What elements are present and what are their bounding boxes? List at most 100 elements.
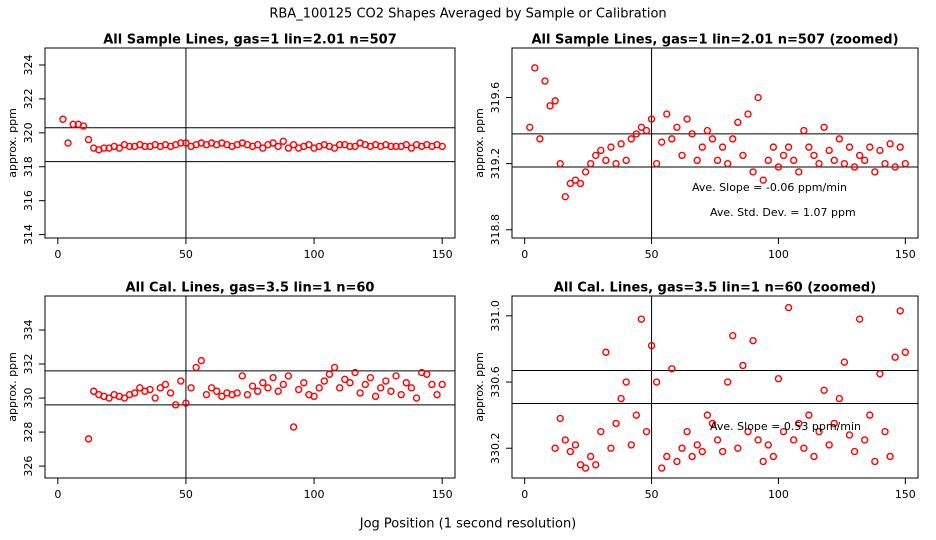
data-point [551, 97, 559, 105]
y-tick-label: 330.2 [489, 432, 502, 464]
y-axis-label: approx. ppm [6, 108, 19, 178]
data-point [881, 427, 889, 436]
plot-area [512, 48, 918, 238]
data-point [79, 122, 88, 130]
data-point [161, 380, 170, 389]
data-point [546, 102, 554, 110]
data-point [632, 130, 641, 138]
data-point [663, 110, 671, 118]
panel-title: All Cal. Lines, gas=3.5 lin=1 n=60 [126, 281, 375, 296]
annotation: Ave. Slope = -0.06 ppm/min [692, 181, 847, 194]
data-point [774, 163, 783, 171]
data-point [177, 139, 185, 147]
data-point [855, 315, 864, 323]
data-point [749, 336, 757, 345]
data-point [698, 143, 707, 151]
data-point [723, 378, 732, 386]
data-point [428, 380, 436, 389]
data-point [294, 385, 303, 394]
data-point [678, 151, 686, 160]
data-point [642, 126, 651, 135]
data-point [693, 441, 701, 449]
data-point [100, 144, 108, 152]
data-point [820, 386, 828, 395]
data-point [576, 461, 585, 469]
data-point [658, 138, 666, 146]
data-point [658, 464, 666, 472]
data-point [840, 159, 849, 168]
data-point [825, 146, 833, 155]
data-point [315, 384, 323, 392]
data-point [668, 365, 676, 373]
data-point [541, 77, 549, 85]
data-point [412, 394, 421, 402]
data-point [366, 373, 375, 382]
data-point [243, 390, 252, 399]
data-point [602, 348, 610, 356]
data-point [688, 452, 696, 461]
data-point [561, 192, 569, 201]
data-point [156, 384, 165, 392]
y-axis-label: approx. ppm [473, 352, 486, 422]
data-point [744, 110, 752, 118]
data-point [708, 135, 717, 143]
data-point [663, 452, 671, 461]
data-point [876, 146, 884, 155]
y-axis-label: approx. ppm [6, 352, 19, 422]
data-point [850, 163, 859, 171]
data-point [402, 140, 411, 149]
data-point [769, 452, 778, 461]
data-point [637, 123, 646, 132]
data-point [795, 168, 803, 176]
panel: All Cal. Lines, gas=3.5 lin=1 n=60 (zoom… [473, 281, 919, 501]
data-point [387, 387, 395, 395]
y-tick-label: 330.6 [489, 366, 502, 398]
data-point [253, 140, 262, 149]
data-point [284, 144, 293, 152]
data-point [779, 151, 788, 160]
y-tick-label: 318.8 [489, 214, 502, 246]
data-point [259, 144, 267, 152]
data-point [678, 444, 686, 452]
data-point [177, 377, 185, 385]
data-point [718, 447, 727, 456]
data-point [284, 372, 293, 380]
data-point [212, 387, 221, 395]
data-point [571, 176, 580, 184]
data-point [800, 126, 808, 135]
data-point [105, 394, 113, 402]
data-point [693, 156, 701, 165]
data-point [744, 427, 752, 436]
x-tick-label: 100 [304, 488, 325, 501]
data-point [438, 380, 446, 389]
data-point [64, 139, 72, 147]
data-point [652, 378, 661, 386]
data-point [810, 452, 818, 461]
data-point [551, 444, 559, 452]
data-point [592, 461, 600, 469]
data-point [597, 427, 605, 436]
data-point [871, 168, 879, 176]
panel-title: All Cal. Lines, gas=3.5 lin=1 n=60 (zoom… [554, 281, 876, 296]
data-point [218, 392, 226, 401]
data-point [207, 384, 216, 392]
x-tick-label: 0 [521, 248, 528, 261]
data-point [264, 384, 272, 392]
data-point [886, 452, 894, 461]
data-point [652, 159, 661, 168]
data-point [845, 431, 854, 439]
data-point [861, 436, 869, 444]
data-point [764, 441, 772, 449]
x-tick-label: 150 [432, 488, 453, 501]
data-point [571, 441, 580, 449]
data-point [830, 419, 838, 428]
data-point [779, 427, 788, 436]
data-point [607, 444, 615, 452]
data-point [759, 457, 767, 466]
data-point [734, 118, 742, 127]
data-point [526, 123, 534, 132]
data-point [886, 140, 894, 148]
data-point [703, 411, 712, 419]
data-point [592, 151, 600, 160]
data-point [279, 137, 288, 146]
